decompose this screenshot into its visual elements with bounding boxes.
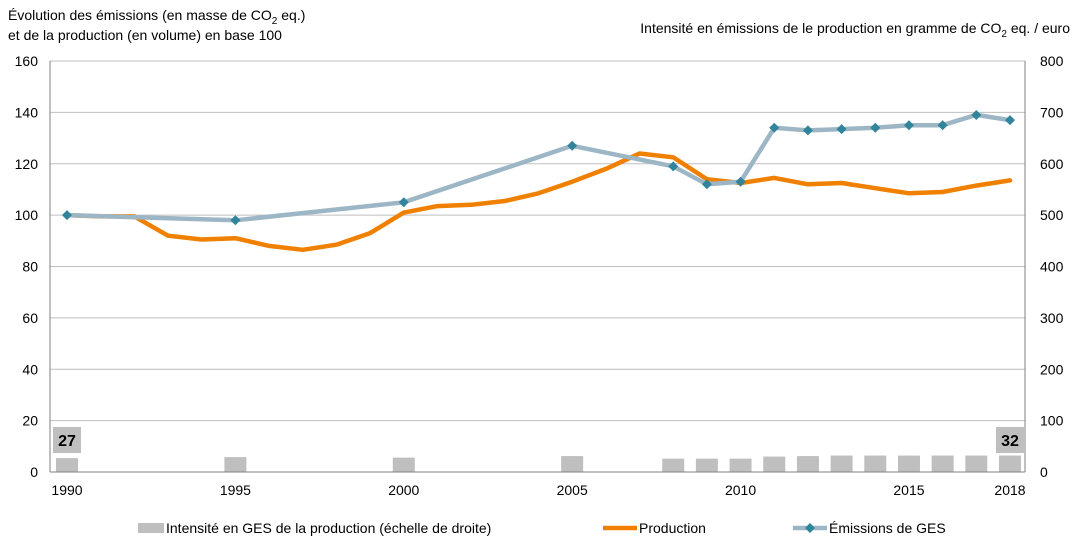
intensity-bar — [897, 455, 920, 472]
y-right-tick-label: 500 — [1040, 207, 1064, 223]
y-left-tick-label: 0 — [30, 464, 38, 480]
callout-box — [53, 427, 81, 453]
emissions-marker — [971, 109, 982, 120]
gridlines — [50, 60, 1025, 422]
y-right-tick-label: 200 — [1040, 361, 1064, 377]
y-right-tick-label: 400 — [1040, 259, 1064, 275]
y-left-tick-label: 100 — [15, 207, 39, 223]
emissions-marker — [735, 176, 746, 187]
emissions-marker — [903, 120, 914, 131]
intensity-bar — [392, 457, 415, 472]
emissions-marker — [62, 210, 72, 221]
emissions-marker — [836, 124, 847, 135]
emissions-marker — [937, 120, 948, 131]
emissions-marker — [802, 125, 813, 136]
emissions-marker — [1005, 115, 1015, 126]
intensity-bar — [965, 455, 988, 472]
emissions-marker — [230, 215, 241, 226]
x-tick-label: 2018 — [994, 482, 1025, 498]
left-axis-title-line2: et de la production (en volume) en base … — [8, 27, 282, 43]
y-left-tick-label: 140 — [15, 104, 39, 120]
intensity-bar — [695, 458, 718, 472]
x-tick-label: 2005 — [557, 482, 588, 498]
callout-label: 32 — [1001, 433, 1019, 450]
legend-swatch-intensity — [138, 523, 164, 533]
callouts: 27 32 — [53, 427, 1024, 453]
y-right-tick-label: 600 — [1040, 156, 1064, 172]
legend-label: Intensité en GES de la production (échel… — [166, 520, 491, 536]
legend-label: Émissions de GES — [829, 520, 946, 536]
x-tick-label: 2000 — [388, 482, 419, 498]
intensity-bar — [662, 458, 685, 472]
emissions-marker — [769, 122, 780, 133]
emissions-marker — [870, 122, 881, 133]
y-left-tick-label: 80 — [22, 259, 38, 275]
production-line — [64, 151, 1013, 253]
emissions-marker — [398, 197, 409, 208]
y-left-tick-label: 60 — [22, 310, 38, 326]
intensity-bar — [561, 456, 584, 472]
legend-marker-emissions — [805, 523, 815, 533]
legend-label: Production — [639, 520, 706, 536]
y-right-tick-label: 0 — [1040, 464, 1048, 480]
axes — [49, 61, 1026, 473]
tick-labels: 0 0 20 100 40 200 60 300 80 400 100 500 120 600 140 700… — [15, 53, 1064, 498]
y-left-tick-label: 20 — [22, 413, 38, 429]
y-left-tick-label: 120 — [15, 156, 39, 172]
y-left-tick-label: 40 — [22, 361, 38, 377]
left-axis-title-line1: Évolution des émissions (en masse de CO2… — [8, 7, 305, 27]
right-axis-title: Intensité en émissions de le production … — [640, 20, 1070, 40]
y-left-tick-label: 160 — [15, 53, 39, 69]
y-right-tick-label: 700 — [1040, 104, 1064, 120]
y-right-tick-label: 800 — [1040, 53, 1064, 69]
y-right-tick-label: 300 — [1040, 310, 1064, 326]
intensity-bar — [56, 458, 78, 472]
x-tick-label: 2015 — [893, 482, 924, 498]
emissions-marker — [701, 179, 712, 190]
intensity-bar — [864, 455, 887, 472]
intensity-bar — [729, 458, 752, 472]
bar-series-intensity — [56, 455, 1021, 472]
intensity-bar — [830, 455, 853, 472]
x-tick-label: 1990 — [51, 482, 82, 498]
legend: Intensité en GES de la production (échel… — [138, 520, 946, 536]
x-tick-label: 2010 — [725, 482, 756, 498]
x-tick-label: 1995 — [220, 482, 251, 498]
intensity-bar — [763, 456, 786, 472]
callout-label: 27 — [58, 433, 76, 450]
emissions-marker — [668, 161, 679, 172]
emissions-markers — [62, 109, 1015, 226]
y-right-tick-label: 100 — [1040, 413, 1064, 429]
callout-box — [996, 427, 1024, 453]
intensity-bar — [931, 455, 954, 472]
intensity-bar — [796, 456, 819, 472]
intensity-bar — [999, 455, 1021, 472]
intensity-bar — [224, 457, 247, 472]
line-series — [64, 112, 1013, 253]
emissions-line — [64, 112, 1013, 223]
emissions-marker — [567, 140, 578, 151]
